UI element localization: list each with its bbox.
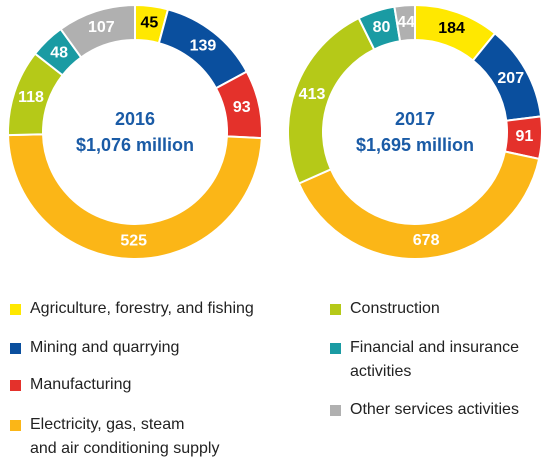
legend-swatch — [330, 304, 341, 315]
legend-swatch — [10, 343, 21, 354]
slice-label: 413 — [299, 86, 326, 103]
donut-slice — [59, 3, 136, 59]
legend-item: Agriculture, forestry, and fishing — [10, 297, 254, 321]
legend-item: Construction — [330, 297, 440, 321]
donut-slice — [297, 150, 541, 260]
legend-swatch — [330, 405, 341, 416]
legend-item: Other services activities — [330, 398, 519, 422]
slice-label: 118 — [18, 89, 44, 106]
charts: 45 139 93 525 118 48 107 2016 $1,076 million 184 2… — [7, 3, 543, 260]
slice-label: 91 — [515, 128, 533, 145]
legend-label: Construction — [350, 300, 440, 317]
legend-swatch — [10, 380, 21, 391]
slice-label: 45 — [140, 15, 158, 32]
legend-item: Electricity, gas, steam and air conditio… — [10, 413, 219, 461]
center-label: $1,695 million — [356, 135, 474, 155]
donut-slice — [393, 3, 416, 43]
legend-item: Mining and quarrying — [10, 336, 179, 360]
legend-label: Financial and insurance activities — [350, 339, 519, 380]
legend-label: Electricity, gas, steam and air conditio… — [30, 416, 220, 457]
legend-item: Financial and insurance activities — [330, 336, 519, 384]
slice-label: 44 — [397, 14, 415, 31]
slice-label: 107 — [88, 19, 115, 36]
slice-label: 184 — [438, 20, 465, 37]
slice-label: 525 — [120, 233, 147, 250]
center-label: $1,076 million — [76, 135, 194, 155]
center-label: 2016 — [115, 109, 155, 129]
slice-label: 207 — [497, 70, 524, 87]
slice-label: 93 — [233, 99, 251, 116]
slice-label: 48 — [50, 44, 68, 61]
center-label: 2017 — [395, 109, 435, 129]
legend-item: Manufacturing — [10, 373, 131, 397]
slice-label: 139 — [190, 37, 217, 54]
legend-swatch — [10, 304, 21, 315]
donut-slice — [7, 133, 263, 260]
legend-label: Other services activities — [350, 401, 519, 418]
legend-label: Mining and quarrying — [30, 339, 180, 356]
slice-label: 80 — [373, 19, 391, 36]
legend-label: Manufacturing — [30, 376, 132, 393]
legend-swatch — [10, 420, 21, 431]
slice-label: 678 — [413, 232, 440, 249]
legend-label: Agriculture, forestry, and fishing — [30, 300, 254, 317]
legend-swatch — [330, 343, 341, 354]
